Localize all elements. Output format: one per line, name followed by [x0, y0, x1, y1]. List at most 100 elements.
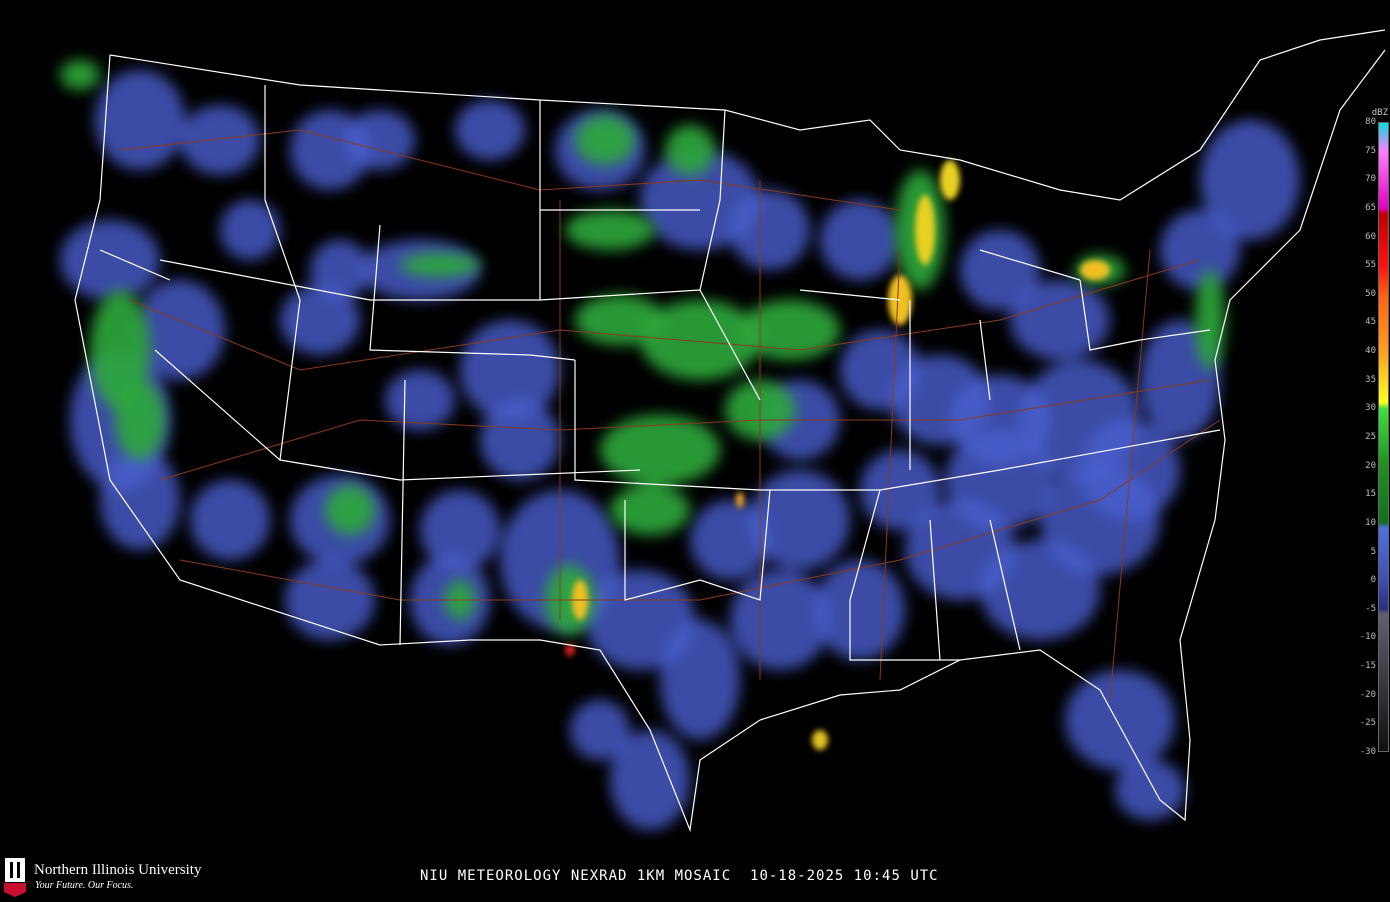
heavy-echo [812, 730, 828, 750]
light-echo [60, 220, 160, 300]
legend-tick: 80 [1365, 117, 1376, 127]
light-echo [1160, 210, 1240, 290]
legend-tick: -5 [1365, 603, 1376, 614]
boundary-line [99, 249, 171, 281]
moderate-echo [740, 300, 840, 360]
heavy-echo [1080, 260, 1110, 280]
boundary-line [799, 289, 901, 301]
legend-unit: dBZ [1371, 108, 1388, 118]
moderate-echo [400, 253, 480, 277]
legend-tick: 60 [1365, 231, 1376, 242]
light-echo [690, 500, 770, 580]
legend-tick: -15 [1359, 661, 1376, 672]
caption-time: 10:45 UTC [853, 868, 939, 884]
state-boundaries [74, 29, 1386, 833]
light-echo [820, 200, 900, 280]
legend-tick: 0 [1370, 575, 1376, 586]
dbz-color-legend: dBZ 80 75 70 65 60 55 50 45 40 35 30 25 20 15 10 5 0 -5 -1… [1350, 108, 1390, 758]
light-echo [815, 560, 905, 660]
light-echo [190, 480, 270, 560]
light-echo [420, 490, 500, 570]
moderate-echo [565, 210, 655, 250]
heavy-echo [736, 492, 744, 508]
moderate-echo [640, 300, 760, 380]
legend-tick: -10 [1359, 632, 1376, 643]
light-echo [310, 240, 370, 300]
legend-tick: 70 [1365, 174, 1376, 185]
highway [159, 379, 1211, 481]
logo-name: Northern Illinois University [34, 862, 202, 878]
boundary-line [74, 49, 1386, 833]
legend-tick: 75 [1365, 145, 1376, 156]
moderate-echo [610, 485, 690, 535]
light-echo [660, 620, 740, 740]
light-echo [980, 540, 1100, 640]
legend-color-bar [1378, 122, 1389, 752]
boundary-line [369, 224, 576, 361]
boundary-line [159, 259, 701, 301]
light-echo [730, 570, 830, 670]
logo-tagline: Your Future. Our Focus. [35, 880, 134, 891]
boundary-line [699, 109, 761, 401]
highway [129, 259, 1201, 371]
caption-title: NIU METEOROLOGY NEXRAD 1KM MOSAIC [420, 868, 732, 884]
boundary-line [1079, 279, 1211, 351]
light-echo [610, 730, 690, 830]
highway [1109, 249, 1151, 701]
light-echo [640, 150, 760, 250]
boundary-line [929, 519, 941, 661]
radar-echoes-moderate [60, 60, 1225, 635]
highway [179, 419, 1221, 601]
moderate-echo [1195, 270, 1225, 370]
legend-tick: 25 [1365, 432, 1376, 442]
heavy-echo [940, 160, 960, 200]
boundary-line [264, 85, 301, 461]
light-echo [1065, 670, 1175, 770]
boundary-line [574, 360, 761, 491]
boundary-line [624, 489, 771, 601]
boundary-line [979, 249, 1081, 281]
light-echo [455, 100, 525, 160]
light-echo [100, 450, 180, 550]
heavy-echo [915, 195, 935, 265]
boundary-line [989, 519, 1021, 651]
caption-date: 10-18-2025 [750, 868, 845, 884]
niu-logo: Northern Illinois University Your Future… [2, 856, 242, 898]
legend-tick: 55 [1365, 260, 1376, 271]
boundary-line [849, 489, 881, 601]
boundary-line [979, 319, 991, 401]
legend-tick: 35 [1365, 374, 1376, 385]
light-echo [860, 450, 940, 530]
light-echo [960, 230, 1040, 310]
legend-tick: 5 [1370, 546, 1376, 557]
boundary-line [399, 379, 406, 646]
light-echo [345, 110, 415, 170]
map-caption: NIU METEOROLOGY NEXRAD 1KM MOSAIC 10-18-… [420, 868, 939, 884]
legend-tick: -30 [1359, 747, 1376, 757]
legend-tick: 15 [1365, 489, 1376, 500]
light-echo [285, 560, 375, 640]
moderate-echo [665, 125, 715, 175]
boundary-line [760, 429, 1221, 491]
heavy-echo [565, 644, 575, 656]
legend-tick: -25 [1359, 718, 1376, 729]
light-echo [135, 280, 225, 380]
light-echo [1010, 280, 1110, 360]
light-echo [180, 105, 260, 175]
legend-tick: -20 [1359, 689, 1376, 700]
moderate-echo [90, 290, 150, 410]
light-echo [1200, 120, 1300, 240]
moderate-echo [115, 380, 165, 460]
niu-shield-icon [4, 858, 26, 897]
legend-tick: 65 [1365, 202, 1376, 213]
highway [879, 249, 901, 681]
legend-tick: 10 [1365, 517, 1376, 528]
legend-tick: 45 [1365, 317, 1376, 328]
light-echo [220, 200, 280, 260]
light-echo [585, 570, 695, 670]
boundary-line [849, 600, 960, 661]
moderate-echo [600, 415, 720, 485]
boundary-line [154, 349, 641, 481]
legend-tick: 30 [1365, 403, 1376, 414]
